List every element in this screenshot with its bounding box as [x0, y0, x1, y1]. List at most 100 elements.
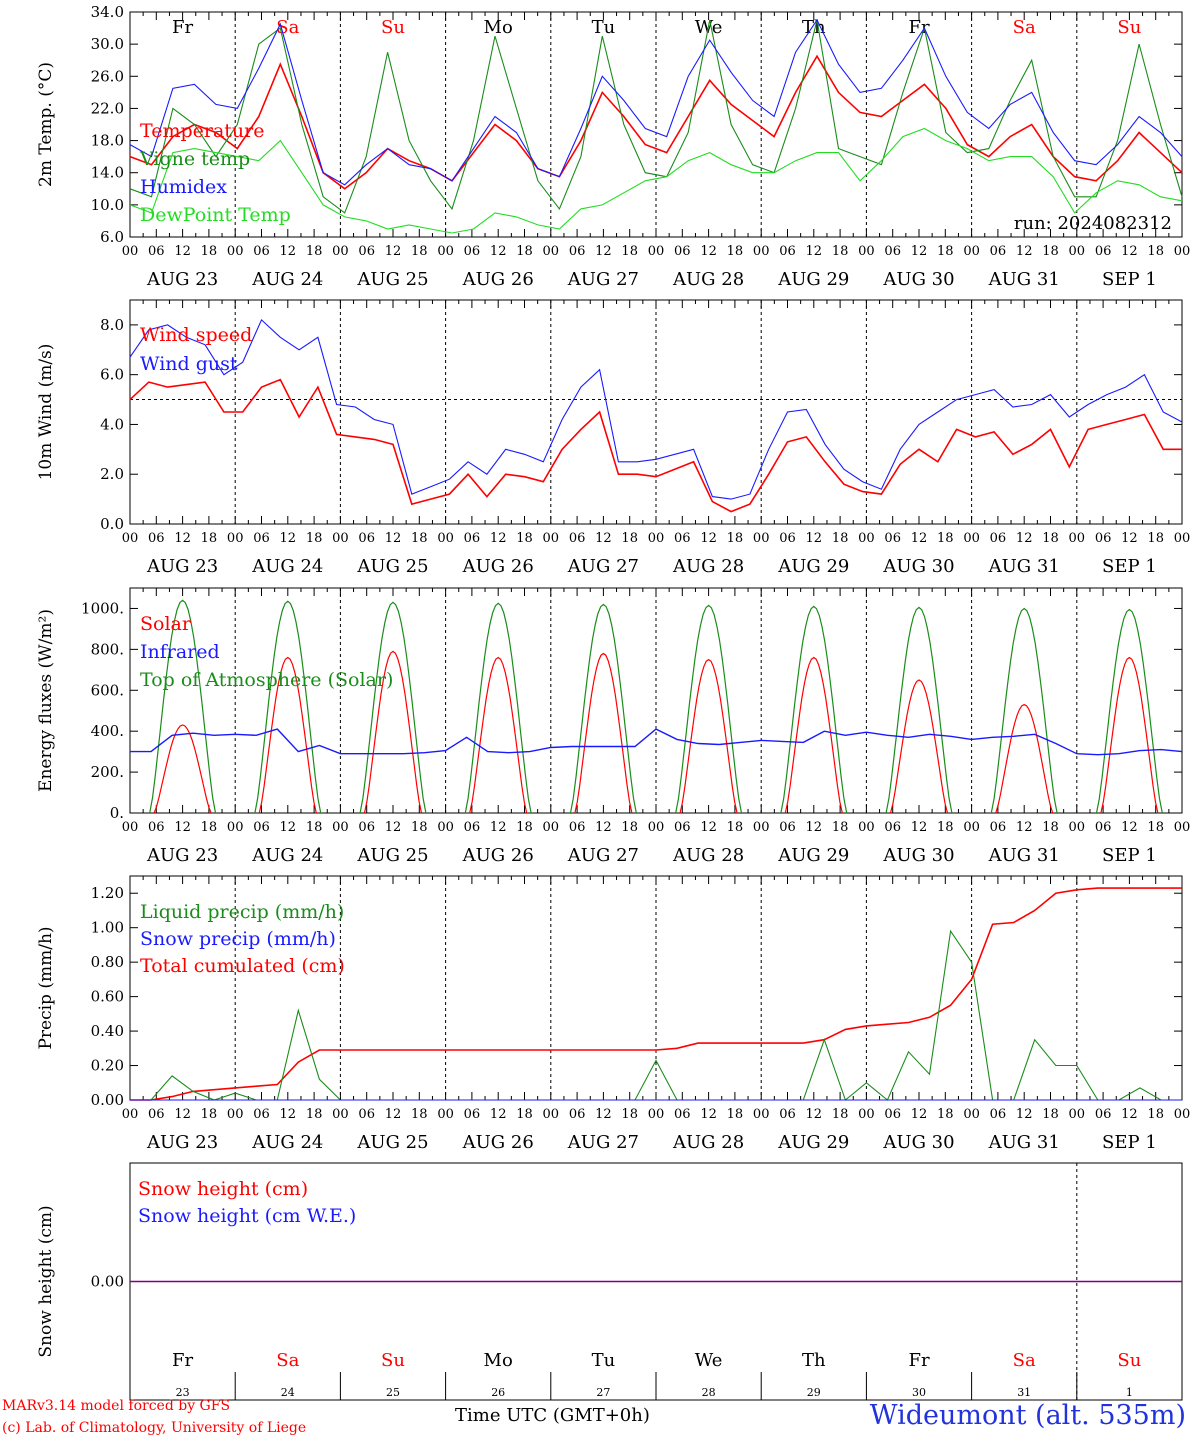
hour-tick-label: 00	[858, 244, 875, 259]
wind-gust-line	[129, 318, 1183, 500]
hour-tick-label: 12	[280, 1107, 297, 1122]
day-number-label: 31	[1017, 1386, 1031, 1399]
hour-tick-label: 18	[1147, 244, 1164, 259]
date-label: AUG 23	[146, 1132, 218, 1153]
hour-tick-label: 12	[385, 1107, 402, 1122]
hour-tick-label: 12	[280, 820, 297, 835]
hour-tick-label: 12	[806, 244, 823, 259]
hour-tick-label: 18	[306, 244, 323, 259]
date-label: AUG 26	[462, 556, 534, 577]
y-tick-label: 26.0	[91, 67, 124, 85]
panel-frame	[129, 299, 1183, 525]
hour-tick-label: 06	[253, 1107, 270, 1122]
date-label: AUG 26	[462, 845, 534, 866]
legend-entry: Wind gust	[140, 353, 238, 375]
day-number-label: 29	[807, 1386, 821, 1399]
hour-tick-label: 18	[621, 531, 638, 546]
hour-tick-label: 12	[174, 244, 191, 259]
hour-tick-label: 06	[253, 244, 270, 259]
y-tick-label: 6.0	[100, 366, 124, 384]
date-label: AUG 24	[251, 845, 323, 866]
hour-tick-label: 18	[411, 820, 428, 835]
hour-tick-label: 12	[1121, 820, 1138, 835]
hour-tick-label: 00	[543, 820, 560, 835]
y-axis-label: Snow height (cm)	[36, 1205, 56, 1357]
hour-tick-label: 00	[437, 820, 454, 835]
legend-entry: Snow precip (mm/h)	[140, 928, 336, 950]
hour-tick-label: 12	[280, 531, 297, 546]
hour-tick-label: 18	[727, 531, 744, 546]
date-label: SEP 1	[1102, 845, 1157, 866]
y-tick-label: 1000.	[81, 599, 124, 617]
y-axis-label: Precip (mm/h)	[36, 926, 56, 1049]
date-label: AUG 29	[777, 269, 849, 290]
hour-tick-label: 00	[437, 531, 454, 546]
day-number-label: 28	[702, 1386, 716, 1399]
hour-tick-label: 12	[1016, 820, 1033, 835]
legend-entry: Solar	[140, 613, 192, 635]
legend-entry: Total cumulated (cm)	[140, 955, 345, 977]
date-label: AUG 31	[988, 269, 1060, 290]
hour-tick-label: 00	[858, 531, 875, 546]
y-tick-label: 14.0	[91, 164, 124, 182]
date-label: AUG 31	[988, 556, 1060, 577]
hour-tick-label: 06	[1095, 1107, 1112, 1122]
hour-tick-label: 12	[700, 244, 717, 259]
weekday-label: Sa	[1013, 1350, 1036, 1371]
y-tick-label: 200.	[91, 763, 124, 781]
hour-tick-label: 00	[858, 820, 875, 835]
hour-tick-label: 18	[832, 244, 849, 259]
date-label: AUG 24	[251, 269, 323, 290]
weekday-label: Fr	[172, 17, 193, 38]
y-tick-label: 2.0	[100, 465, 124, 483]
hour-tick-label: 12	[806, 820, 823, 835]
hour-tick-label: 00	[227, 244, 244, 259]
weekday-label: Tu	[592, 17, 616, 38]
legend-entry: Temperature	[140, 120, 264, 142]
y-axis-label: 10m Wind (m/s)	[36, 344, 56, 481]
run-label: run: 2024082312	[1014, 213, 1172, 234]
date-label: AUG 30	[882, 556, 954, 577]
hour-tick-label: 18	[937, 1107, 954, 1122]
day-number-label: 23	[176, 1386, 190, 1399]
hour-tick-label: 18	[201, 531, 218, 546]
date-label: AUG 27	[567, 1132, 639, 1153]
weekday-label: Sa	[276, 1350, 299, 1371]
hour-tick-label: 12	[911, 531, 928, 546]
day-number-label: 1	[1126, 1386, 1133, 1399]
weekday-label: We	[695, 1350, 723, 1371]
hour-tick-label: 06	[1095, 820, 1112, 835]
weekday-label: Th	[802, 17, 826, 38]
weekday-label: Fr	[908, 17, 929, 38]
hour-tick-label: 06	[1095, 531, 1112, 546]
hour-tick-label: 12	[700, 820, 717, 835]
hour-tick-label: 00	[963, 244, 980, 259]
weekday-label: Su	[381, 1350, 405, 1371]
hour-tick-label: 18	[1147, 1107, 1164, 1122]
hour-tick-label: 00	[332, 244, 349, 259]
hour-tick-label: 00	[122, 244, 139, 259]
legend-entry: Wind speed	[140, 324, 252, 346]
date-label: AUG 28	[672, 845, 744, 866]
date-label: AUG 25	[356, 269, 428, 290]
hour-tick-label: 00	[1174, 820, 1191, 835]
legend-entry: Liquid precip (mm/h)	[140, 901, 344, 923]
hour-tick-label: 06	[569, 531, 586, 546]
hour-tick-label: 06	[253, 820, 270, 835]
hour-tick-label: 12	[490, 244, 507, 259]
hour-tick-label: 00	[543, 1107, 560, 1122]
date-label: AUG 25	[356, 556, 428, 577]
hour-tick-label: 12	[1121, 244, 1138, 259]
hour-tick-label: 18	[1147, 531, 1164, 546]
hour-tick-label: 12	[806, 531, 823, 546]
hour-tick-label: 18	[621, 820, 638, 835]
station-name: Wideumont (alt. 535m)	[869, 1400, 1186, 1431]
hour-tick-label: 18	[1042, 244, 1059, 259]
date-label: SEP 1	[1102, 269, 1157, 290]
day-number-label: 30	[912, 1386, 926, 1399]
hour-tick-label: 18	[621, 244, 638, 259]
hour-tick-label: 18	[621, 1107, 638, 1122]
hour-tick-label: 00	[122, 531, 139, 546]
hour-tick-label: 06	[779, 820, 796, 835]
